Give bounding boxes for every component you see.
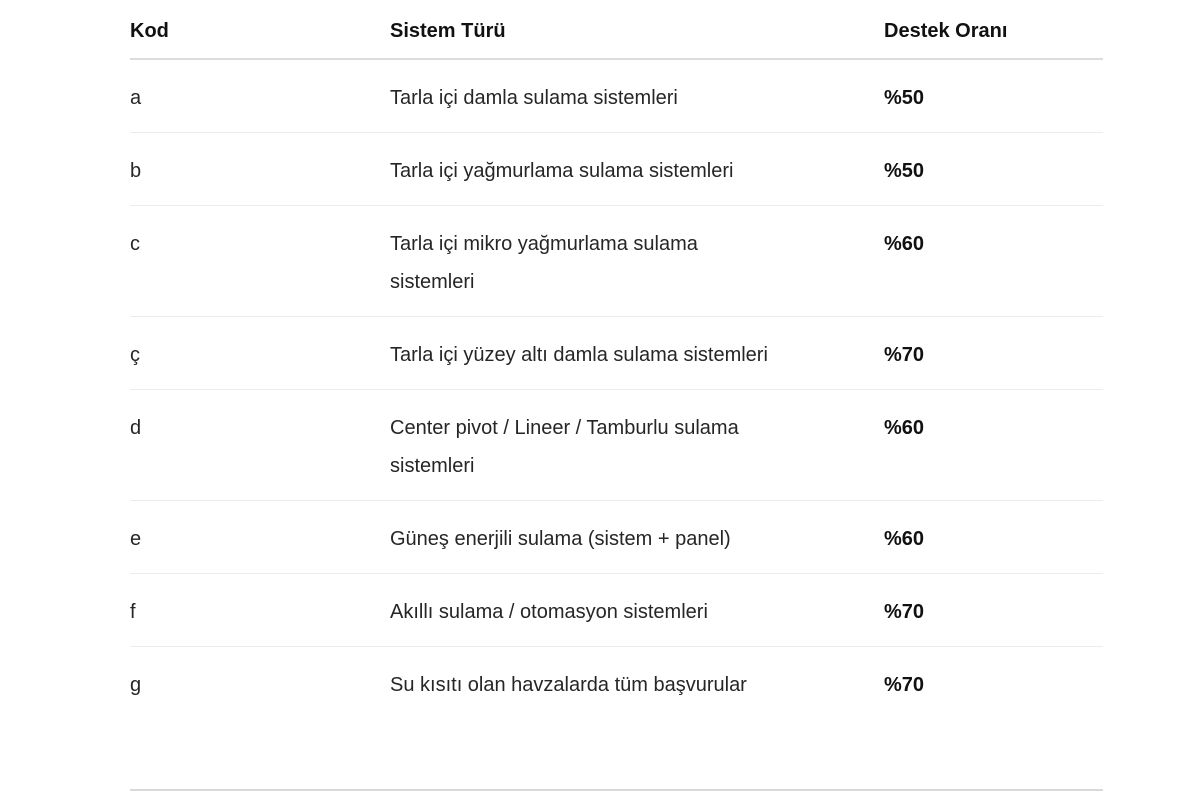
row-code: f <box>130 573 390 647</box>
row-code: g <box>130 674 142 696</box>
row-code: e <box>130 500 390 574</box>
row-system-type: Tarla içi yağmurlama sulama sistemleri <box>390 132 884 206</box>
header-row: Kod Sistem Türü Destek Oranı <box>130 0 1103 60</box>
table-row: b Tarla içi yağmurlama sulama sistemleri… <box>130 132 1103 206</box>
row-system-type: Center pivot / Lineer / Tamburlu sulama … <box>390 389 884 501</box>
row-system-type: Su kısıtı olan havzalarda tüm başvurular <box>390 674 747 696</box>
table-body: a Tarla içi damla sulama sistemleri %50 … <box>130 59 1103 719</box>
row-support-rate: %60 <box>884 500 1103 574</box>
table-row: ç Tarla içi yüzey altı damla sulama sist… <box>130 316 1103 390</box>
table-row: c Tarla içi mikro yağmurlama sulama sist… <box>130 205 1103 317</box>
table-row: g Su kısıtı olan havzalarda tüm başvurul… <box>130 647 1103 720</box>
row-support-rate: %70 <box>884 674 925 696</box>
table-row: f Akıllı sulama / otomasyon sistemleri %… <box>130 573 1103 647</box>
table-row: d Center pivot / Lineer / Tamburlu sulam… <box>130 389 1103 501</box>
column-header-sistem-turu: Sistem Türü <box>390 0 884 60</box>
row-system-type: Güneş enerjili sulama (sistem + panel) <box>390 500 884 574</box>
row-support-rate: %60 <box>884 205 1103 317</box>
row-system-type: Akıllı sulama / otomasyon sistemleri <box>390 573 884 647</box>
row-system-type: Tarla içi yüzey altı damla sulama sistem… <box>390 316 884 390</box>
row-support-rate: %50 <box>884 132 1103 206</box>
section-divider <box>130 789 1103 791</box>
row-system-type: Tarla içi mikro yağmurlama sulama sistem… <box>390 205 884 317</box>
column-header-destek-orani: Destek Oranı <box>884 0 1103 60</box>
row-code: b <box>130 132 390 206</box>
row-code: c <box>130 205 390 317</box>
row-support-rate: %70 <box>884 316 1103 390</box>
row-support-rate: %50 <box>884 59 1103 133</box>
table-row: a Tarla içi damla sulama sistemleri %50 <box>130 59 1103 133</box>
table-header: Kod Sistem Türü Destek Oranı <box>130 0 1103 60</box>
row-code: d <box>130 389 390 501</box>
row-code: a <box>130 59 390 133</box>
row-support-rate: %60 <box>884 389 1103 501</box>
support-rates-table: Kod Sistem Türü Destek Oranı a Tarla içi… <box>130 0 1103 719</box>
row-code: ç <box>130 316 390 390</box>
table-row: e Güneş enerjili sulama (sistem + panel)… <box>130 500 1103 574</box>
column-header-kod: Kod <box>130 0 390 60</box>
row-system-type: Tarla içi damla sulama sistemleri <box>390 59 884 133</box>
row-support-rate: %70 <box>884 573 1103 647</box>
